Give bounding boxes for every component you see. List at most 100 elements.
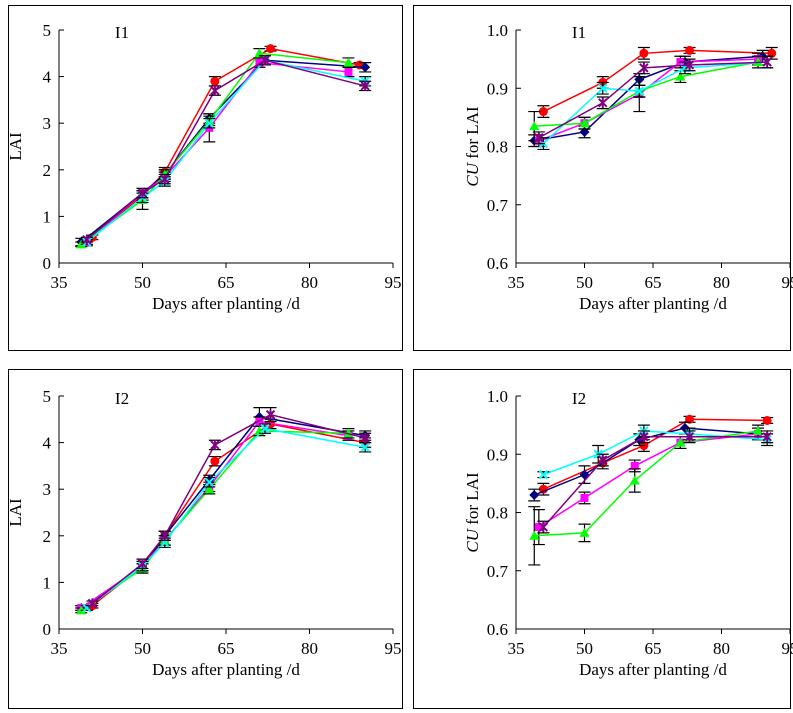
x-tick-label: 95 <box>782 273 793 292</box>
y-tick-label: 0.7 <box>487 562 509 581</box>
series-6-point <box>210 439 220 450</box>
series-6-point <box>160 530 170 541</box>
series-6-point <box>87 598 98 609</box>
series-6-point <box>534 132 544 143</box>
series-6-point <box>598 455 608 466</box>
series-4-line <box>534 61 759 127</box>
series-1-line <box>91 47 360 238</box>
series-2-point <box>529 490 540 501</box>
series-5-point <box>260 423 270 434</box>
panel-label: I2 <box>115 389 129 408</box>
y-tick-label: 1.0 <box>487 21 508 40</box>
series-3-point <box>255 417 264 426</box>
series-6-point <box>538 522 549 533</box>
x-tick-label: 65 <box>218 273 235 292</box>
x-axis-label: Days after planting /d <box>152 294 300 313</box>
series-6-point <box>160 174 170 185</box>
y-tick-label: 2 <box>43 527 52 546</box>
y-tick-label: 0.7 <box>487 196 509 215</box>
series-6-point <box>260 55 270 66</box>
series-1-point <box>210 456 220 466</box>
series-2-line <box>80 59 366 243</box>
series-6-point <box>684 431 695 442</box>
series-5-line <box>86 59 366 243</box>
x-tick-label: 80 <box>301 639 318 658</box>
series-6-line <box>542 436 768 528</box>
x-axis-label: Days after planting /d <box>579 294 727 313</box>
series-1-point <box>767 48 777 58</box>
series-6-point <box>360 80 370 91</box>
series-5-point <box>538 469 549 480</box>
panel-lai-i1 <box>8 5 403 351</box>
y-axis-label-italic: CU <box>463 527 482 552</box>
series-4-point <box>675 437 686 447</box>
series-4-point <box>579 527 590 537</box>
series-6-point <box>598 97 608 108</box>
x-tick-label: 65 <box>645 639 662 658</box>
x-axis-label: Days after planting /d <box>579 660 727 679</box>
y-axis-label: CU for LAI <box>463 106 482 187</box>
x-tick-label: 95 <box>782 639 793 658</box>
x-tick-label: 80 <box>713 273 730 292</box>
y-tick-label: 1.0 <box>487 387 508 406</box>
series-1-line <box>91 423 366 607</box>
y-axis-label: LAI <box>6 498 25 527</box>
y-tick-label: 0 <box>43 254 52 273</box>
series-5-point <box>204 118 215 128</box>
series-6-line <box>538 61 768 139</box>
series-6-point <box>762 431 772 442</box>
y-tick-label: 5 <box>43 21 52 40</box>
y-tick-label: 3 <box>43 114 52 133</box>
series-4-point <box>204 484 215 494</box>
y-tick-label: 4 <box>43 68 52 87</box>
series-6-line <box>91 413 366 604</box>
series-6-line <box>86 59 366 241</box>
y-tick-label: 0.8 <box>487 138 508 157</box>
series-2-point <box>579 469 590 480</box>
series-3-point <box>344 67 353 76</box>
series-4-point <box>529 121 540 131</box>
y-axis-label-text: LAI <box>6 132 25 161</box>
series-1-point <box>538 107 548 117</box>
y-axis-label-text: LAI <box>6 498 25 527</box>
series-4-point <box>629 475 640 485</box>
series-5-point <box>598 83 608 93</box>
series-4-point <box>753 57 764 67</box>
panel-cu-i2 <box>413 369 791 709</box>
x-tick-label: 65 <box>645 273 662 292</box>
x-tick-label: 50 <box>134 273 151 292</box>
x-tick-label: 50 <box>134 639 151 658</box>
y-tick-label: 0 <box>43 620 52 639</box>
series-1-point <box>210 76 220 86</box>
series-5-line <box>86 427 366 609</box>
series-5-point <box>634 86 645 96</box>
series-6-point <box>265 409 276 420</box>
series-3-point <box>580 493 589 502</box>
y-axis-label: CU for LAI <box>463 472 482 553</box>
series-4-line <box>80 52 349 245</box>
x-tick-label: 35 <box>508 639 525 658</box>
series-1-point <box>685 414 695 424</box>
series-4-point <box>529 530 540 540</box>
panel-cu-i1 <box>413 5 791 351</box>
series-4-line <box>80 430 349 611</box>
series-6-point <box>684 59 695 70</box>
y-tick-label: 0.6 <box>487 620 508 639</box>
panel-label: I1 <box>572 23 586 42</box>
series-3-point <box>630 461 639 470</box>
panel-lai-i2 <box>8 369 403 709</box>
series-2-point <box>360 62 371 73</box>
series-4-point <box>343 57 354 67</box>
series-3-point <box>255 58 264 67</box>
series-1-point <box>762 415 772 425</box>
series-3-line <box>538 58 759 142</box>
y-tick-label: 0.8 <box>487 504 508 523</box>
panel-label: I1 <box>115 23 129 42</box>
series-6-point <box>137 188 148 199</box>
series-6-point <box>639 431 649 442</box>
y-tick-label: 1 <box>43 207 52 226</box>
y-axis-label-italic: CU <box>463 161 482 186</box>
y-axis-label-text: for LAI <box>463 106 482 163</box>
series-6-point <box>82 234 92 245</box>
